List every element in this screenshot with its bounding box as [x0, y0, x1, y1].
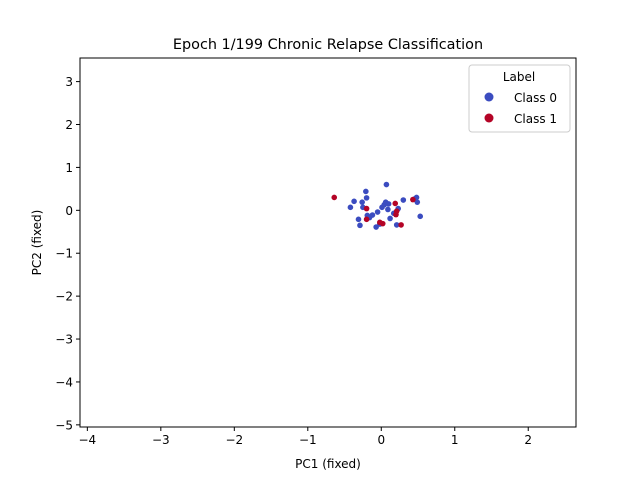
y-tick-label: 1 [65, 161, 73, 175]
x-axis-ticks: −4 −3 −2 −1 0 1 2 [78, 427, 532, 447]
y-tick-label: 3 [65, 75, 73, 89]
data-point-class-0 [387, 215, 393, 222]
data-point-class-0 [351, 198, 357, 205]
legend-frame [468, 64, 571, 133]
data-point-class-0 [347, 204, 354, 211]
points-layer [331, 181, 424, 230]
y-axis-ticks: −5 −4 −3 −2 −1 0 1 2 3 [55, 75, 80, 432]
y-tick-label: −3 [55, 333, 73, 347]
data-point-class-0 [393, 222, 400, 228]
legend: Label Class 0 Class 1 [468, 64, 571, 133]
x-tick-label: 1 [451, 433, 459, 447]
data-point-class-0 [385, 206, 391, 213]
legend-title: Label [503, 70, 535, 84]
data-point-class-0 [363, 188, 369, 195]
data-point-class-1 [363, 205, 370, 212]
data-point-class-1 [410, 196, 416, 203]
legend-marker-class-1 [484, 113, 494, 123]
data-point-class-0 [359, 199, 365, 205]
y-tick-label: −1 [55, 247, 73, 261]
x-axis-label: PC1 (fixed) [295, 457, 361, 471]
chart-title: Epoch 1/199 Chronic Relapse Classificati… [173, 37, 483, 53]
data-point-class-0 [369, 212, 376, 218]
data-point-class-1 [379, 220, 386, 227]
x-tick-label: 0 [377, 433, 385, 447]
y-tick-label: −2 [55, 290, 73, 304]
data-point-class-1 [398, 222, 404, 228]
data-point-class-0 [385, 201, 392, 207]
data-point-class-0 [363, 195, 370, 201]
data-point-class-0 [374, 209, 381, 215]
data-point-class-1 [392, 200, 399, 207]
data-point-class-1 [331, 194, 338, 201]
y-tick-label: −5 [55, 418, 73, 432]
plot-area-frame [79, 57, 577, 428]
data-point-class-0 [355, 216, 362, 223]
legend-label-class-0: Class 0 [514, 91, 557, 105]
x-tick-label: 2 [524, 433, 532, 447]
x-tick-label: −4 [78, 433, 96, 447]
y-axis-label: PC2 (fixed) [30, 210, 44, 276]
data-point-class-0 [400, 197, 407, 203]
y-tick-label: 2 [65, 118, 73, 132]
y-tick-label: 0 [65, 204, 73, 218]
y-tick-label: −4 [55, 375, 73, 389]
legend-marker-class-0 [484, 92, 494, 102]
data-point-class-1 [393, 208, 400, 214]
data-point-class-0 [414, 199, 421, 205]
legend-label-class-1: Class 1 [514, 112, 557, 126]
x-tick-label: −1 [299, 433, 317, 447]
x-tick-label: −3 [152, 433, 170, 447]
data-point-class-1 [363, 216, 370, 223]
data-point-class-0 [357, 222, 363, 229]
data-point-class-0 [383, 181, 390, 188]
data-point-class-0 [417, 213, 424, 220]
x-tick-label: −2 [225, 433, 243, 447]
